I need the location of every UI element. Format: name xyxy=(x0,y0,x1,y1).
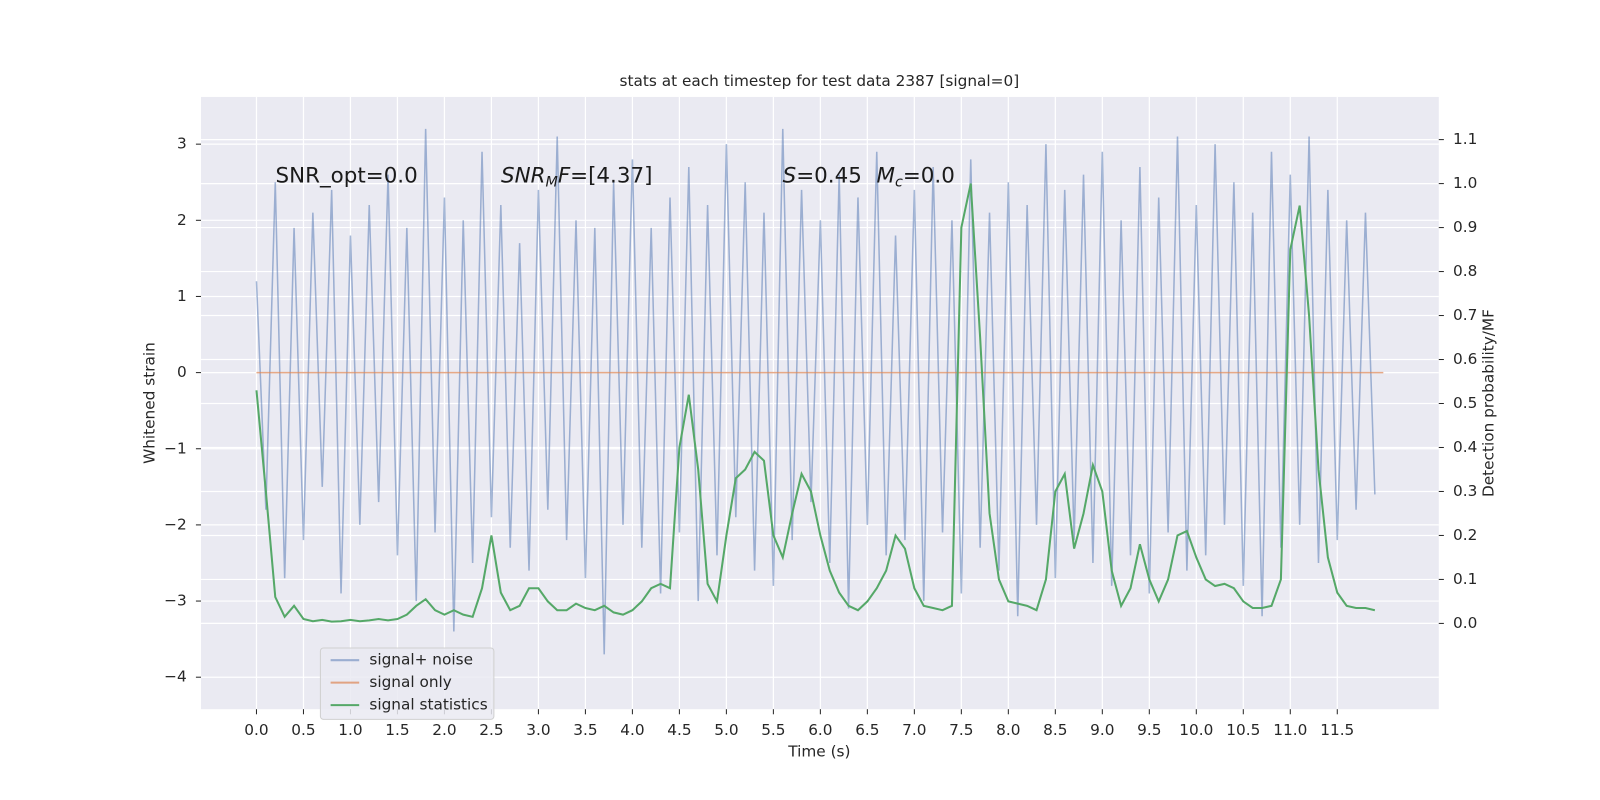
y2-tick-label: 0.9 xyxy=(1453,218,1477,236)
x-tick-label: 4.0 xyxy=(620,721,644,739)
x-tick-label: 7.5 xyxy=(949,721,973,739)
x-tick-label: 0.5 xyxy=(291,721,315,739)
x-tick-label: 1.0 xyxy=(338,721,362,739)
x-tick-label: 11.5 xyxy=(1320,721,1354,739)
x-tick-label: 7.0 xyxy=(902,721,926,739)
series-line xyxy=(255,183,1376,623)
x-tick-label: 10.0 xyxy=(1179,721,1213,739)
annotation-part: SNR xyxy=(501,164,545,189)
legend-label: signal statistics xyxy=(369,696,487,714)
y2-tick-label: 0.8 xyxy=(1453,262,1477,280)
legend-box xyxy=(319,647,495,720)
y2-tick-label: 1.1 xyxy=(1453,130,1477,148)
y-tick-label: −3 xyxy=(164,592,187,610)
x-tick-label: 5.5 xyxy=(761,721,785,739)
y2-tick-label: 0.4 xyxy=(1453,438,1477,456)
y2-tick-label: 1.0 xyxy=(1453,174,1477,192)
annotation-part: M xyxy=(877,164,895,189)
x-axis-label: Time (s) xyxy=(787,743,850,761)
x-tick-label: 3.5 xyxy=(573,721,597,739)
y-tick-label: 2 xyxy=(177,211,187,229)
annotation-part: F xyxy=(558,164,571,189)
x-tick-label: 3.0 xyxy=(526,721,550,739)
x-tick-label: 4.5 xyxy=(667,721,691,739)
y-tick-label: −1 xyxy=(164,439,187,457)
series-line xyxy=(255,128,1376,655)
y2-tick-label: 0.0 xyxy=(1453,614,1477,632)
x-tick-label: 9.0 xyxy=(1090,721,1114,739)
annotation: SNRMF=[4.37] xyxy=(501,164,652,191)
x-tick-label: 6.0 xyxy=(808,721,832,739)
annotation-part: SNR_opt=0.0 xyxy=(276,164,418,189)
x-tick-label: 11.0 xyxy=(1273,721,1307,739)
x-tick-label: 9.5 xyxy=(1137,721,1161,739)
y-tick-label: −4 xyxy=(164,668,187,686)
y2-tick-label: 0.7 xyxy=(1453,306,1477,324)
annotation-part: =0.45 xyxy=(796,164,862,189)
x-tick-label: 10.5 xyxy=(1226,721,1260,739)
y-tick-label: −2 xyxy=(164,515,187,533)
y2-tick-label: 0.2 xyxy=(1453,526,1477,544)
y-tick-label: 3 xyxy=(177,135,187,153)
annotation: S=0.45 xyxy=(783,164,862,189)
annotation: SNR_opt=0.0 xyxy=(276,164,418,189)
x-tick-label: 2.5 xyxy=(479,721,503,739)
y2-axis-label: Detection probability/MF xyxy=(1479,309,1497,497)
x-tick-label: 8.5 xyxy=(1043,721,1067,739)
annotation-part: =[4.37] xyxy=(570,164,652,189)
y-tick-label: 1 xyxy=(177,287,187,305)
annotation: Mc=0.0 xyxy=(877,164,955,191)
x-tick-label: 0.0 xyxy=(244,721,268,739)
x-tick-label: 6.5 xyxy=(855,721,879,739)
x-tick-label: 8.0 xyxy=(996,721,1020,739)
legend-label: signal+ noise xyxy=(369,651,473,669)
y2-tick-label: 0.1 xyxy=(1453,570,1477,588)
annotation-part: M xyxy=(546,175,558,191)
y2-tick-label: 0.6 xyxy=(1453,350,1477,368)
y-axis-label: Whitened strain xyxy=(141,342,159,464)
legend-label: signal only xyxy=(369,673,451,691)
x-tick-label: 2.0 xyxy=(432,721,456,739)
x-tick-label: 1.5 xyxy=(385,721,409,739)
y2-tick-label: 0.3 xyxy=(1453,482,1477,500)
annotation-part: =0.0 xyxy=(903,164,955,189)
y-tick-label: 0 xyxy=(177,363,187,381)
annotation-part: c xyxy=(895,175,903,191)
y2-tick-label: 0.5 xyxy=(1453,394,1477,412)
annotation-part: S xyxy=(783,164,797,189)
chart-title: stats at each timestep for test data 238… xyxy=(620,72,1020,90)
x-tick-label: 5.0 xyxy=(714,721,738,739)
